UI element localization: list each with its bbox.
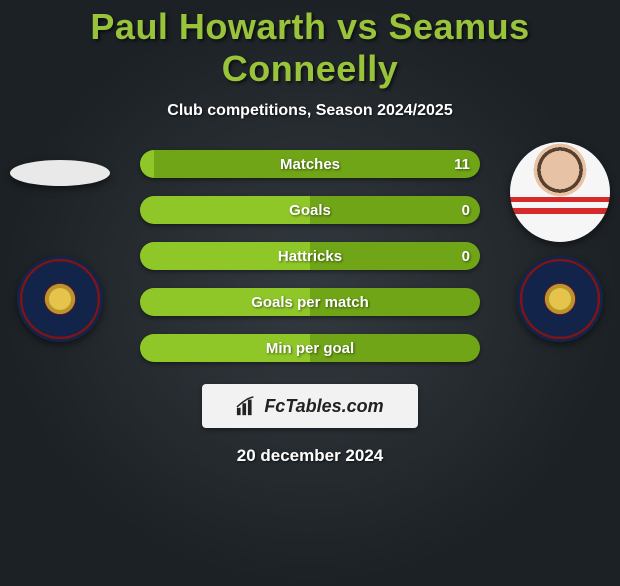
player-left-crest	[17, 256, 103, 342]
player-left-avatar	[10, 160, 110, 186]
stat-label: Matches	[280, 156, 340, 173]
brand-badge: FcTables.com	[202, 384, 418, 428]
brand-text: FcTables.com	[264, 396, 383, 417]
stat-bar: Min per goal	[140, 334, 480, 362]
stat-bar: Hattricks 0	[140, 242, 480, 270]
stat-label: Goals	[289, 202, 331, 219]
stat-bar: Matches 11	[140, 150, 480, 178]
player-right-avatar	[510, 142, 610, 242]
stat-bar-fill	[140, 150, 154, 178]
stat-value-right: 0	[462, 242, 470, 270]
page-title: Paul Howarth vs Seamus Conneelly	[0, 6, 620, 90]
stat-value-right: 0	[462, 196, 470, 224]
stat-bar-fill	[140, 196, 310, 224]
player-left-name: Paul Howarth	[90, 6, 326, 47]
player-right-crest	[517, 256, 603, 342]
date-text: 20 december 2024	[0, 446, 620, 466]
stat-bar: Goals per match	[140, 288, 480, 316]
stat-label: Goals per match	[251, 294, 369, 311]
player-left-column	[10, 142, 110, 342]
subtitle: Club competitions, Season 2024/2025	[0, 102, 620, 120]
comparison-content: Matches 11 Goals 0 Hattricks 0 Goals per…	[0, 150, 620, 466]
stat-bar: Goals 0	[140, 196, 480, 224]
stat-value-right: 11	[454, 150, 470, 178]
stat-label: Hattricks	[278, 248, 342, 265]
vs-text: vs	[337, 6, 378, 47]
stat-label: Min per goal	[266, 340, 354, 357]
brand-bars-icon	[236, 396, 258, 416]
player-right-column	[510, 142, 610, 342]
stat-bars: Matches 11 Goals 0 Hattricks 0 Goals per…	[140, 150, 480, 362]
